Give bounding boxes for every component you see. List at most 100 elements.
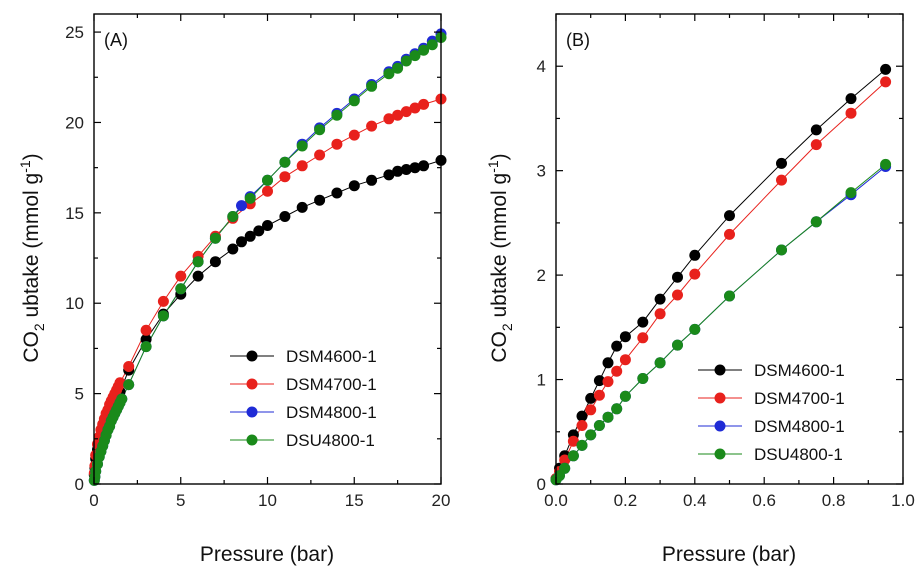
panel-a-y-title-rest: ubtake (mmol g bbox=[20, 173, 43, 324]
panel-b-x-axis-title: Pressure (bar) bbox=[662, 543, 796, 566]
panel-a-marks bbox=[88, 28, 447, 486]
panel-b-x-tick-label: 0.8 bbox=[822, 491, 846, 510]
panel-a-point bbox=[314, 149, 326, 161]
panel-a-point bbox=[383, 68, 395, 80]
panel-a: 0 5 10 15 20 0 5 10 15 20 25 (A) Pressure (bar) CO… bbox=[17, 13, 451, 566]
panel-a-point bbox=[123, 379, 135, 391]
panel-a-y-title-sup: -1 bbox=[17, 160, 33, 173]
panel-a-point bbox=[140, 324, 152, 336]
panel-b-x-tick-label: 0.6 bbox=[752, 491, 776, 510]
panel-b-point bbox=[576, 410, 588, 422]
panel-a-point bbox=[262, 185, 273, 197]
panel-a-point bbox=[383, 113, 395, 125]
panel-b-y-title-sup: -1 bbox=[485, 160, 501, 173]
panel-a-point bbox=[366, 80, 378, 92]
panel-a-point bbox=[192, 256, 204, 268]
panel-a-point bbox=[348, 129, 360, 141]
panel-b-legend-marker bbox=[714, 448, 726, 460]
panel-b-point bbox=[689, 268, 701, 280]
panel-b-y-tick-label: 0 bbox=[537, 475, 546, 494]
panel-a-y-tick-label: 20 bbox=[65, 113, 84, 132]
panel-a-x-axis-title: Pressure (bar) bbox=[200, 543, 334, 566]
panel-a-point bbox=[400, 106, 412, 118]
panel-b-legend-label: DSM4600-1 bbox=[754, 361, 845, 380]
panel-b-legend-item: DSM4600-1 bbox=[698, 361, 845, 380]
panel-a-point bbox=[348, 95, 360, 107]
panel-a-y-title-end: ) bbox=[20, 153, 43, 160]
panel-b-point bbox=[567, 450, 579, 462]
panel-b-point bbox=[611, 365, 623, 377]
panel-b-x-tick-label: 0.2 bbox=[614, 491, 638, 510]
panel-b-point bbox=[672, 289, 683, 301]
panel-b-point bbox=[724, 210, 735, 222]
panel-b-legend-marker bbox=[714, 392, 726, 404]
panel-a-y-tick-label: 15 bbox=[65, 204, 84, 223]
panel-a-point bbox=[331, 187, 343, 199]
panel-a-y-tick-label: 10 bbox=[65, 294, 84, 313]
panel-a-point bbox=[123, 361, 135, 372]
panel-b-point bbox=[602, 376, 614, 388]
panel-a-series-line-3 bbox=[93, 37, 442, 481]
panel-a-legend-item: DSM4700-1 bbox=[230, 375, 377, 394]
panel-b-legend-marker bbox=[714, 364, 726, 376]
panel-a-point bbox=[400, 55, 412, 67]
panel-b-y-title-end: ) bbox=[488, 153, 511, 160]
panel-a-series-line-0 bbox=[93, 159, 442, 476]
panel-a-point bbox=[244, 230, 256, 242]
panel-a-legend-label: DSM4800-1 bbox=[286, 403, 377, 422]
panel-a-point bbox=[400, 164, 412, 175]
panel-a-x-tick-label: 20 bbox=[432, 491, 451, 510]
panel-b-legend-item: DSM4800-1 bbox=[698, 417, 845, 436]
panel-a-point bbox=[279, 156, 291, 168]
panel-b-point bbox=[637, 373, 649, 384]
panel-a-x-tick-label: 10 bbox=[258, 491, 277, 510]
panel-a-point bbox=[409, 162, 421, 174]
panel-a-y-axis-title: CO2 ubtake (mmol g-1) bbox=[17, 153, 47, 362]
panel-a-label: (A) bbox=[104, 30, 128, 50]
panel-a-point bbox=[157, 295, 169, 307]
panel-a-point bbox=[296, 160, 308, 172]
panel-b-point bbox=[880, 63, 892, 75]
panel-a-legend: DSM4600-1 DSM4700-1 DSM4800-1 DSU4800-1 bbox=[230, 347, 377, 450]
panel-b-point bbox=[602, 411, 614, 423]
panel-a-point bbox=[116, 393, 128, 405]
panel-a-legend-marker bbox=[246, 434, 258, 446]
panel-b-point bbox=[637, 332, 649, 344]
panel-b-point bbox=[611, 403, 623, 415]
panel-a-point bbox=[114, 377, 126, 389]
panel-b-point bbox=[619, 331, 631, 343]
panel-a-point bbox=[279, 211, 291, 222]
panel-a-point bbox=[418, 44, 430, 56]
panel-b-point bbox=[845, 107, 857, 119]
panel-b-point bbox=[776, 157, 787, 169]
panel-a-y-tick-label: 25 bbox=[65, 23, 84, 42]
panel-b-point bbox=[585, 404, 597, 416]
panel-b-point bbox=[672, 271, 683, 283]
panel-b-point bbox=[810, 139, 822, 151]
panel-b-x-tick-label: 0.0 bbox=[544, 491, 568, 510]
panel-a-point bbox=[392, 109, 404, 121]
panel-b-point bbox=[845, 93, 857, 105]
panel-a-point bbox=[227, 243, 239, 255]
panel-b-legend-item: DSM4700-1 bbox=[698, 389, 845, 408]
panel-b-label: (B) bbox=[566, 30, 590, 50]
panel-a-point bbox=[262, 174, 273, 186]
panel-a-legend-marker bbox=[246, 350, 258, 362]
panel-b-marks bbox=[550, 63, 892, 486]
panel-b-point bbox=[593, 389, 605, 401]
panel-b-y-title-main: CO bbox=[488, 331, 511, 363]
panel-a-legend-marker bbox=[246, 406, 258, 418]
panel-b-point bbox=[559, 462, 571, 474]
panel-a-legend-label: DSM4600-1 bbox=[286, 347, 377, 366]
panel-b-point bbox=[559, 454, 571, 466]
panel-a-point bbox=[244, 192, 256, 204]
panel-a-point bbox=[418, 160, 430, 172]
panel-b-legend-label: DSM4700-1 bbox=[754, 389, 845, 408]
panel-a-point bbox=[331, 138, 343, 150]
panel-b-y-tick-label: 3 bbox=[537, 162, 546, 181]
panel-b-point bbox=[593, 375, 605, 387]
panel-b-point bbox=[611, 340, 623, 352]
panel-b-legend-label: DSM4800-1 bbox=[754, 417, 845, 436]
panel-a-point bbox=[209, 256, 221, 268]
panel-a-point bbox=[157, 310, 169, 322]
